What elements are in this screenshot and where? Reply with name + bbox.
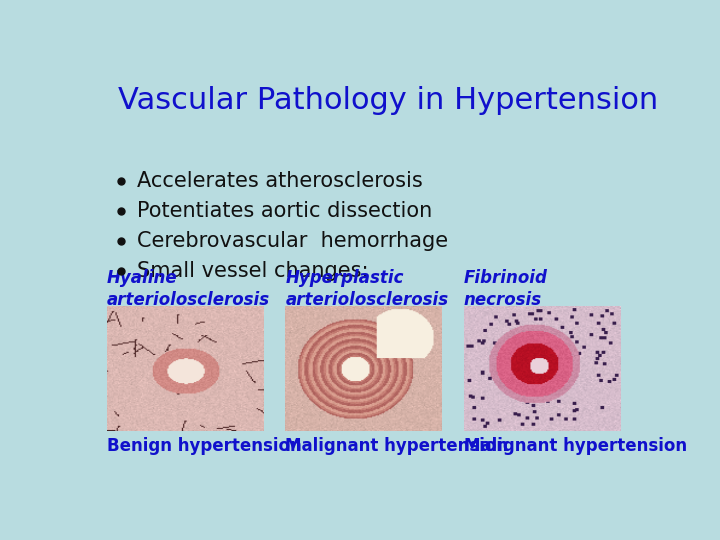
Text: Malignant hypertension: Malignant hypertension (285, 437, 508, 455)
Text: Fibrinoid
necrosis: Fibrinoid necrosis (464, 268, 548, 309)
Text: Vascular Pathology in Hypertension: Vascular Pathology in Hypertension (118, 85, 658, 114)
Text: Hyperplastic
arteriolosclerosis: Hyperplastic arteriolosclerosis (285, 268, 449, 309)
Text: Cerebrovascular  hemorrhage: Cerebrovascular hemorrhage (138, 231, 449, 251)
Text: Small vessel changes:: Small vessel changes: (138, 261, 369, 281)
Text: Accelerates atherosclerosis: Accelerates atherosclerosis (138, 171, 423, 191)
Text: Hyaline
arteriolosclerosis: Hyaline arteriolosclerosis (107, 268, 270, 309)
Text: Potentiates aortic dissection: Potentiates aortic dissection (138, 201, 433, 221)
Text: Malignant hypertension: Malignant hypertension (464, 437, 687, 455)
Text: Benign hypertension: Benign hypertension (107, 437, 302, 455)
